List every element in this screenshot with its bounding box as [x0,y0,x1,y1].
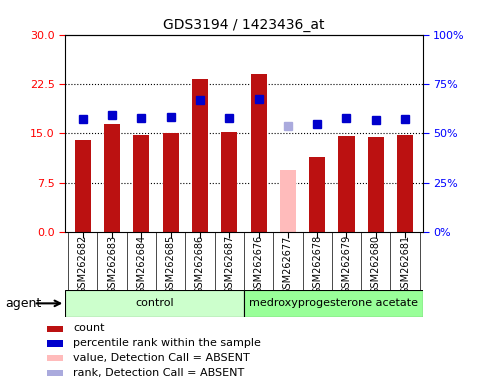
Bar [104,124,120,232]
Bar [47,341,63,346]
Text: GSM262678: GSM262678 [312,235,322,295]
Text: GSM262681: GSM262681 [400,235,410,294]
Bar [244,290,423,317]
Bar [368,137,384,232]
Text: GSM262679: GSM262679 [341,235,352,295]
Title: GDS3194 / 1423436_at: GDS3194 / 1423436_at [163,18,325,32]
Text: medroxyprogesterone acetate: medroxyprogesterone acetate [249,298,418,308]
Bar [339,136,355,232]
Text: value, Detection Call = ABSENT: value, Detection Call = ABSENT [73,353,250,363]
Bar [47,370,63,376]
Bar [192,79,208,232]
Text: GSM262686: GSM262686 [195,235,205,294]
Bar [221,132,237,232]
Text: GSM262687: GSM262687 [224,235,234,295]
Text: agent: agent [5,297,41,310]
Bar [133,135,149,232]
Text: count: count [73,323,105,333]
Text: GSM262680: GSM262680 [371,235,381,294]
Text: GSM262682: GSM262682 [78,235,88,295]
Text: GSM262677: GSM262677 [283,235,293,295]
Bar [309,157,325,232]
Text: GSM262684: GSM262684 [136,235,146,294]
Text: GSM262683: GSM262683 [107,235,117,294]
Bar [251,74,267,232]
Text: GSM262676: GSM262676 [254,235,264,295]
Bar [65,290,244,317]
Text: control: control [135,298,174,308]
Bar [163,134,179,232]
Text: rank, Detection Call = ABSENT: rank, Detection Call = ABSENT [73,368,244,378]
Text: percentile rank within the sample: percentile rank within the sample [73,338,261,348]
Bar [75,140,91,232]
Bar [397,135,413,232]
Bar [280,170,296,232]
Text: GSM262685: GSM262685 [166,235,176,295]
Bar [47,326,63,332]
Bar [47,355,63,361]
